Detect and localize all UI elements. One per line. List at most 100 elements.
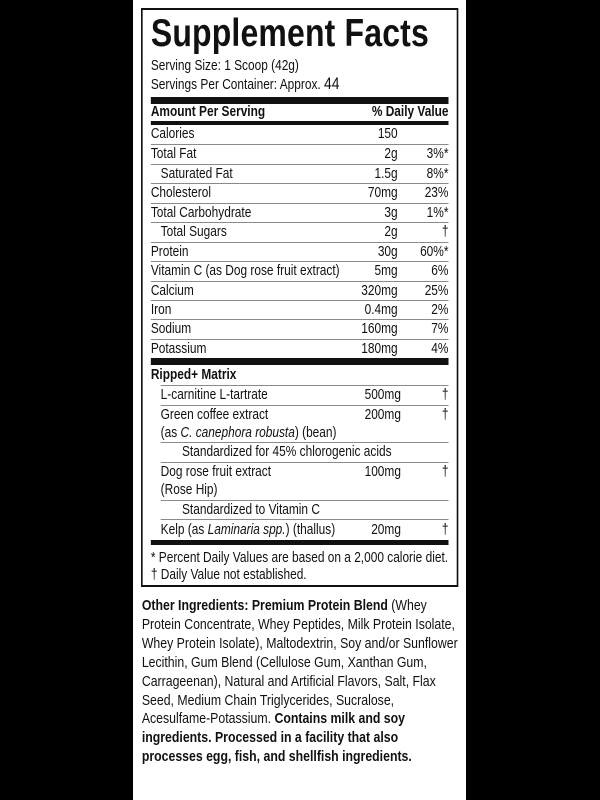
nutrient-name: Cholesterol: [150, 185, 211, 201]
ingredient-name: Green coffee extract (as C. canephora rob…: [161, 406, 342, 442]
label-title: Supplement Facts: [150, 12, 429, 55]
ingredient-amount: 20mg: [371, 522, 401, 538]
ingredient-name-line2: (as: [160, 425, 181, 441]
nutrient-row: Sodium 160mg 7%: [150, 319, 449, 339]
column-header: Amount Per Serving % Daily Value: [151, 104, 449, 121]
ingredient-part: ) (bean): [294, 425, 337, 441]
nutrient-row: Calories 150: [151, 125, 449, 144]
nutrient-daily-value: †: [441, 224, 449, 240]
nutrient-table: Calories 150 Total Fat 2g 3%* Saturated Fat 1.…: [150, 125, 449, 358]
label-panel: Supplement Facts Serving Size: 1 Scoop (…: [133, 0, 466, 800]
ingredients-list: (Whey Protein Concentrate, Whey Peptides…: [141, 597, 458, 728]
divider-thick: [150, 97, 449, 104]
nutrient-name: Vitamin C (as Dog rose fruit extract): [150, 263, 340, 279]
matrix-table: L-carnitine L-tartrate 500mg † Green cof…: [151, 385, 449, 540]
matrix-row: L-carnitine L-tartrate 500mg †: [160, 385, 449, 405]
nutrient-name: Iron: [150, 302, 172, 318]
nutrient-amount: 70mg: [367, 185, 398, 201]
nutrient-amount: 2g: [384, 146, 398, 162]
ingredient-name-pre: Kelp (as: [160, 522, 208, 538]
footnotes: * Percent Daily Values are based on a 2,…: [151, 545, 449, 584]
standardization-note: Standardized for 45% chlorogenic acids: [182, 444, 392, 460]
nutrient-daily-value: 1%*: [426, 205, 449, 221]
nutrient-amount: 30g: [377, 244, 398, 260]
ingredient-name-line2: (Rose Hip): [160, 482, 218, 498]
matrix-row: Kelp (as Laminaria spp.) (thallus) 20mg …: [160, 519, 449, 540]
ingredient-name-line1: Dog rose fruit extract: [160, 464, 272, 480]
standardization-note: Standardized to Vitamin C: [182, 502, 320, 518]
ingredient-amount: 100mg: [364, 464, 401, 480]
nutrient-row: Potassium 180mg 4%: [150, 339, 449, 358]
matrix-row: Standardized for 45% chlorogenic acids: [160, 442, 449, 462]
nutrient-amount: 5mg: [374, 263, 398, 279]
nutrient-row: Iron 0.4mg 2%: [150, 300, 449, 319]
footnote-not-established: † Daily Value not established.: [150, 567, 307, 583]
nutrient-daily-value: 4%: [431, 341, 449, 357]
footnote-daily-values: * Percent Daily Values are based on a 2,…: [150, 550, 449, 566]
servings-value: 44: [324, 74, 340, 93]
nutrient-name: Potassium: [150, 341, 207, 357]
ingredient-amount: 500mg: [364, 387, 401, 403]
nutrient-amount: 320mg: [361, 283, 398, 299]
ingredient-name-line1: Green coffee extract: [160, 407, 269, 423]
ingredient-species: Laminaria spp.: [207, 522, 286, 538]
ingredient-part: ) (thallus): [285, 522, 336, 538]
other-ingredients-label: Other Ingredients:: [141, 597, 249, 614]
nutrient-daily-value: 3%*: [426, 146, 449, 162]
matrix-row: Green coffee extract (as C. canephora rob…: [160, 405, 449, 442]
servings-label: Servings Per Container: Approx.: [150, 77, 321, 93]
ingredient-amount: 200mg: [364, 407, 401, 423]
supplement-facts-box: Supplement Facts Serving Size: 1 Scoop (…: [141, 8, 459, 587]
ingredient-dv: †: [441, 387, 449, 403]
nutrient-daily-value: 25%: [424, 283, 449, 299]
nutrient-amount: 3g: [384, 205, 398, 221]
ingredient-dv: †: [441, 407, 449, 423]
nutrient-daily-value: 60%*: [420, 244, 449, 260]
nutrient-row: Protein 30g 60%*: [150, 242, 449, 261]
nutrient-row: Calcium 320mg 25%: [150, 281, 449, 300]
nutrient-daily-value: 8%*: [426, 166, 449, 182]
nutrient-row: Vitamin C (as Dog rose fruit extract) 5mg…: [150, 261, 449, 281]
nutrient-amount: 2g: [384, 224, 398, 240]
nutrient-name: Calories: [150, 126, 195, 142]
nutrient-amount: 180mg: [361, 341, 398, 357]
ingredient-name: L-carnitine L-tartrate: [160, 387, 268, 403]
ingredient-dv: †: [441, 522, 449, 538]
other-ingredients: Other Ingredients: Premium Protein Blend…: [141, 597, 458, 767]
ingredient-dv: †: [441, 464, 449, 480]
nutrient-daily-value: 2%: [431, 302, 449, 318]
divider-thick: [150, 540, 449, 545]
ingredient-name: Dog rose fruit extract (Rose Hip): [161, 463, 342, 500]
nutrient-amount: 150: [377, 126, 398, 142]
ingredient-name: Kelp (as Laminaria spp.) (thallus): [161, 520, 342, 540]
nutrient-row: Total Fat 2g 3%*: [150, 144, 449, 164]
nutrient-daily-value: 6%: [431, 263, 449, 279]
nutrient-name: Total Carbohydrate: [150, 205, 252, 221]
nutrient-row: Cholesterol 70mg 23%: [150, 183, 449, 203]
nutrient-daily-value: 23%: [424, 185, 449, 201]
header-daily-value: % Daily Value: [371, 104, 449, 120]
nutrient-row: Saturated Fat 1.5g 8%*: [150, 164, 449, 183]
nutrient-row: Total Sugars 2g †: [150, 222, 449, 242]
nutrient-daily-value: 7%: [431, 321, 449, 337]
divider-thick: [150, 358, 449, 365]
nutrient-name: Total Sugars: [160, 224, 227, 240]
nutrient-amount: 160mg: [361, 321, 398, 337]
nutrient-name: Sodium: [150, 321, 192, 337]
divider-medium: [150, 121, 449, 125]
nutrient-name: Saturated Fat: [160, 166, 233, 182]
ingredient-species: C. canephora robusta: [180, 425, 295, 441]
servings-per-container: Servings Per Container: Approx. 44: [150, 74, 449, 93]
allergen-statement: Contains milk and soy ingredients. Proce…: [141, 710, 412, 766]
matrix-row: Dog rose fruit extract (Rose Hip) 100mg †: [160, 462, 449, 500]
nutrient-row: Total Carbohydrate 3g 1%*: [150, 203, 449, 222]
matrix-row: Standardized to Vitamin C: [160, 500, 449, 519]
nutrient-amount: 0.4mg: [364, 302, 398, 318]
nutrient-name: Calcium: [150, 283, 194, 299]
nutrient-name: Protein: [150, 244, 189, 260]
nutrient-amount: 1.5g: [374, 166, 398, 182]
nutrient-name: Total Fat: [150, 146, 197, 162]
header-amount: Amount Per Serving: [150, 104, 266, 120]
protein-blend-label: Premium Protein Blend: [251, 597, 388, 614]
matrix-title: Ripped+ Matrix: [150, 367, 237, 383]
